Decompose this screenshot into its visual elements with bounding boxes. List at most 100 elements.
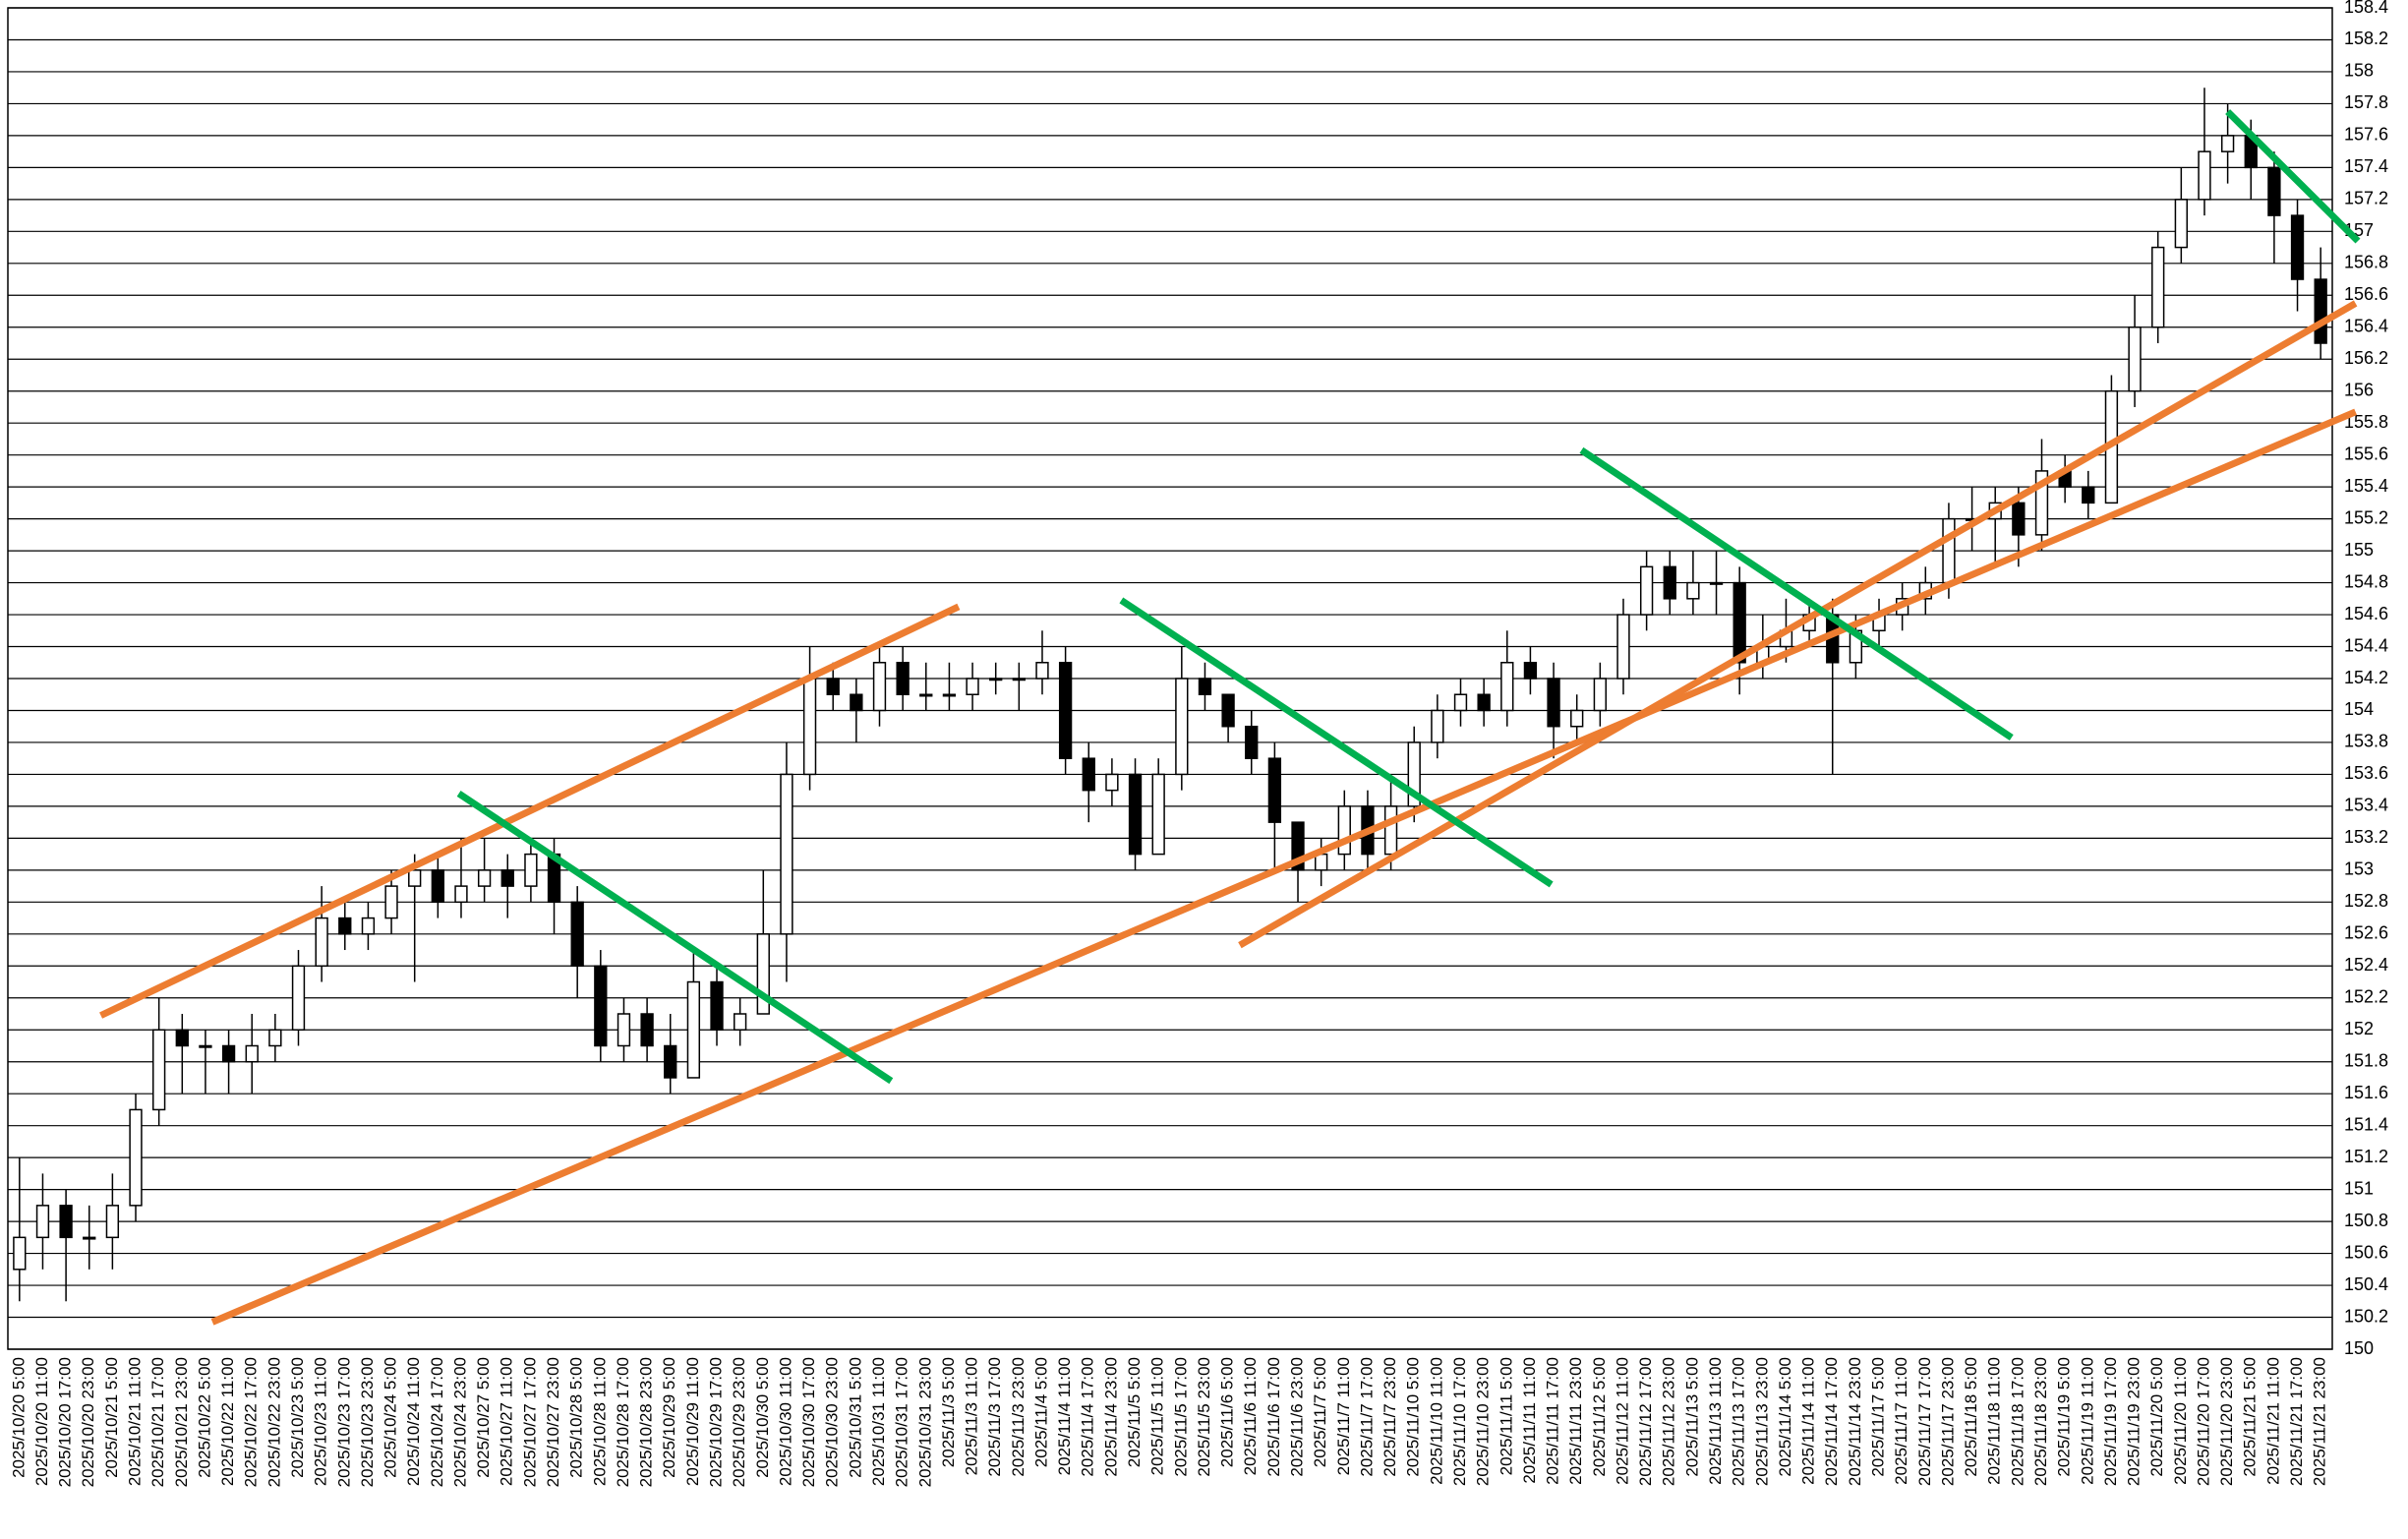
- x-tick-label: 2025/11/19 11:00: [2078, 1357, 2096, 1485]
- x-tick-label: 2025/10/22 5:00: [195, 1357, 213, 1478]
- x-tick-label: 2025/10/23 17:00: [334, 1357, 353, 1487]
- candle-body: [1267, 757, 1282, 823]
- x-tick-label: 2025/11/7 23:00: [1380, 1357, 1399, 1477]
- x-tick-label: 2025/11/20 17:00: [2194, 1357, 2212, 1486]
- x-tick-label: 2025/11/6 17:00: [1264, 1357, 1283, 1477]
- candle-body: [221, 1044, 236, 1063]
- y-tick-label: 154.6: [2344, 604, 2388, 623]
- candle-body: [896, 662, 910, 695]
- candle-body: [2012, 502, 2026, 536]
- candle-body: [1383, 805, 1398, 856]
- candle-body: [664, 1044, 677, 1079]
- candle-body: [500, 869, 514, 887]
- y-tick-label: 152.6: [2344, 923, 2388, 943]
- x-tick-label: 2025/11/4 11:00: [1055, 1357, 1074, 1475]
- x-tick-label: 2025/11/21 5:00: [2241, 1357, 2260, 1477]
- x-tick-label: 2025/11/13 11:00: [1706, 1357, 1725, 1485]
- y-tick-label: 151.8: [2344, 1050, 2388, 1070]
- x-tick-label: 2025/10/20 23:00: [79, 1357, 97, 1487]
- plot-frame: [7, 7, 2333, 1350]
- y-tick-label: 152.2: [2344, 987, 2388, 1007]
- x-tick-label: 2025/10/30 23:00: [823, 1357, 842, 1487]
- candle-body: [199, 1044, 212, 1048]
- x-tick-label: 2025/11/4 23:00: [1101, 1357, 1120, 1477]
- candle-body: [826, 678, 840, 695]
- y-tick-label: 155.8: [2344, 412, 2388, 432]
- x-tick-label: 2025/10/28 11:00: [590, 1357, 609, 1486]
- y-tick-label: 156.8: [2344, 253, 2388, 272]
- y-tick-label: 152.8: [2344, 891, 2388, 911]
- y-tick-label: 154: [2344, 699, 2374, 719]
- x-tick-label: 2025/11/19 17:00: [2101, 1357, 2120, 1486]
- x-tick-label: 2025/10/23 5:00: [288, 1357, 307, 1478]
- x-tick-label: 2025/10/27 17:00: [520, 1357, 539, 1487]
- candle-body: [152, 1029, 166, 1111]
- y-tick-label: 153: [2344, 859, 2374, 879]
- candle-body: [105, 1205, 120, 1239]
- y-tick-label: 156.6: [2344, 284, 2388, 304]
- candle-body: [1151, 773, 1165, 856]
- y-tick-label: 151.6: [2344, 1083, 2388, 1102]
- x-tick-label: 2025/10/30 17:00: [799, 1357, 818, 1487]
- x-tick-label: 2025/11/13 23:00: [1752, 1357, 1771, 1486]
- candle-body: [1523, 662, 1538, 680]
- x-tick-label: 2025/11/18 5:00: [1962, 1357, 1980, 1477]
- y-tick-label: 153.4: [2344, 796, 2388, 815]
- x-tick-label: 2025/11/10 17:00: [1450, 1357, 1469, 1486]
- x-tick-label: 2025/11/12 17:00: [1636, 1357, 1655, 1486]
- candle-body: [1639, 565, 1654, 616]
- x-tick-label: 2025/11/10 11:00: [1427, 1357, 1445, 1485]
- x-tick-label: 2025/11/11 17:00: [1544, 1357, 1562, 1485]
- x-tick-label: 2025/11/19 5:00: [2055, 1357, 2074, 1477]
- candle-body: [1407, 741, 1421, 807]
- y-tick-label: 150: [2344, 1338, 2374, 1358]
- y-tick-label: 154.8: [2344, 571, 2388, 591]
- x-tick-label: 2025/11/20 11:00: [2171, 1357, 2190, 1485]
- y-tick-label: 157.4: [2344, 156, 2388, 176]
- x-tick-label: 2025/11/21 17:00: [2287, 1357, 2306, 1486]
- x-tick-label: 2025/10/24 23:00: [450, 1357, 469, 1487]
- x-tick-label: 2025/11/3 17:00: [985, 1357, 1004, 1477]
- x-tick-label: 2025/10/24 17:00: [428, 1357, 446, 1487]
- candle-body: [83, 1236, 96, 1240]
- x-tick-label: 2025/10/31 23:00: [915, 1357, 934, 1487]
- x-tick-label: 2025/11/10 5:00: [1404, 1357, 1423, 1477]
- candle-body: [1477, 693, 1491, 712]
- y-tick-label: 150.4: [2344, 1274, 2388, 1294]
- candle-body: [2128, 326, 2142, 392]
- candle-body: [2151, 246, 2165, 328]
- y-tick-label: 158.4: [2344, 0, 2388, 17]
- y-tick-label: 153.2: [2344, 827, 2388, 847]
- x-tick-label: 2025/11/14 23:00: [1846, 1357, 1864, 1486]
- x-tick-label: 2025/10/27 23:00: [544, 1357, 562, 1487]
- x-tick-label: 2025/11/6 11:00: [1241, 1357, 1260, 1475]
- candle-body: [2082, 486, 2095, 504]
- x-tick-label: 2025/10/31 5:00: [846, 1357, 864, 1478]
- x-tick-label: 2025/11/14 11:00: [1799, 1357, 1818, 1485]
- candle-body: [2267, 166, 2281, 216]
- x-tick-label: 2025/10/29 5:00: [660, 1357, 678, 1478]
- x-tick-label: 2025/11/11 23:00: [1566, 1357, 1585, 1485]
- x-tick-label: 2025/11/5 5:00: [1125, 1357, 1144, 1467]
- candle-body: [1431, 709, 1444, 743]
- candle-body: [315, 917, 328, 968]
- y-tick-label: 150.6: [2344, 1242, 2388, 1262]
- x-tick-label: 2025/11/18 23:00: [2031, 1357, 2050, 1486]
- candle-body: [338, 917, 352, 935]
- x-tick-label: 2025/11/3 11:00: [963, 1357, 981, 1475]
- x-tick-label: 2025/10/20 11:00: [32, 1357, 51, 1486]
- x-tick-label: 2025/11/21 11:00: [2263, 1357, 2282, 1485]
- x-tick-label: 2025/11/5 17:00: [1171, 1357, 1190, 1477]
- x-tick-label: 2025/11/13 17:00: [1730, 1357, 1748, 1486]
- candle-body: [1733, 581, 1746, 664]
- candle-body: [1942, 517, 1956, 584]
- x-tick-label: 2025/10/21 17:00: [148, 1357, 167, 1487]
- candle-body: [524, 853, 538, 887]
- x-tick-label: 2025/11/7 17:00: [1357, 1357, 1376, 1477]
- candle-body: [454, 885, 468, 904]
- x-tick-label: 2025/11/13 5:00: [1682, 1357, 1701, 1477]
- trend-line: [1579, 446, 2014, 740]
- x-tick-label: 2025/10/27 5:00: [474, 1357, 493, 1478]
